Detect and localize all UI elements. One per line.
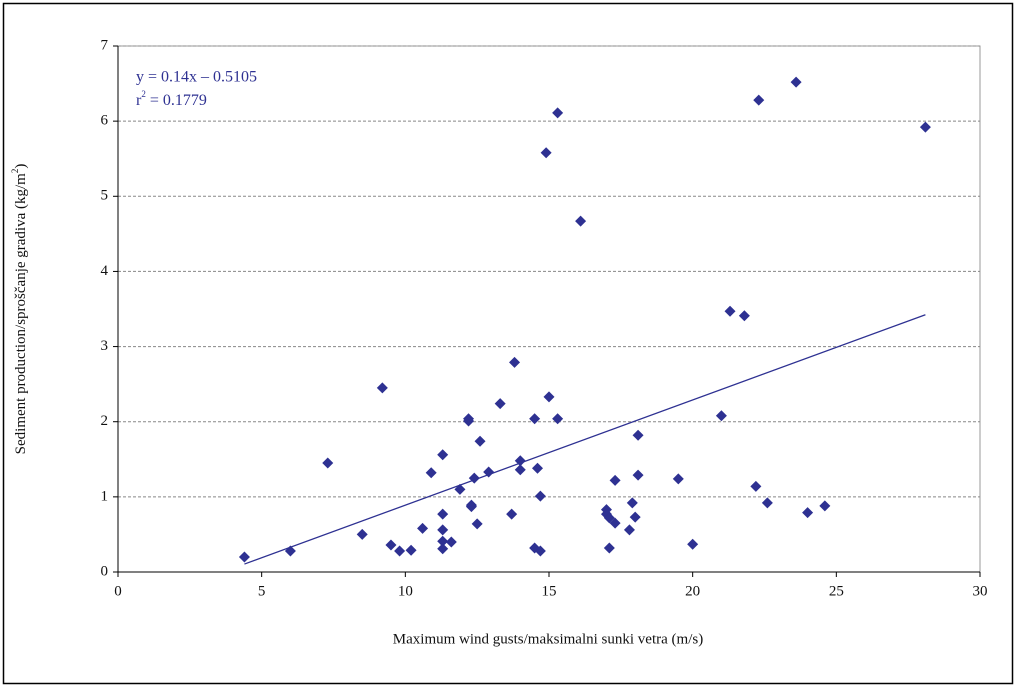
point	[790, 76, 802, 88]
y-tick-label: 5	[101, 188, 109, 204]
point	[468, 472, 480, 484]
y-tick-label: 1	[101, 488, 109, 504]
point	[405, 544, 417, 556]
point	[632, 429, 644, 441]
point	[514, 464, 526, 476]
point	[506, 508, 518, 520]
point	[534, 490, 546, 502]
point	[552, 107, 564, 119]
point	[437, 535, 449, 547]
point	[284, 545, 296, 557]
y-tick-label: 2	[101, 413, 109, 429]
y-axis-label: Sediment production/sproščanje gradiva (…	[10, 164, 29, 455]
point	[626, 497, 638, 509]
y-tick-label: 6	[101, 113, 109, 129]
point	[724, 305, 736, 317]
point	[687, 538, 699, 550]
point	[356, 528, 368, 540]
point	[471, 518, 483, 530]
point	[529, 413, 541, 425]
point	[623, 524, 635, 536]
y-tick-label: 0	[101, 563, 109, 579]
point	[385, 539, 397, 551]
point	[322, 457, 334, 469]
point	[437, 524, 449, 536]
point	[609, 474, 621, 486]
point	[802, 507, 814, 519]
point	[238, 551, 250, 563]
point	[738, 310, 750, 322]
point	[540, 147, 552, 159]
point	[715, 410, 727, 422]
point	[919, 121, 931, 133]
y-label-part: )	[13, 164, 29, 169]
x-tick-label: 15	[542, 583, 557, 599]
y-tick-label: 4	[101, 263, 109, 279]
point	[514, 455, 526, 467]
point	[552, 413, 564, 425]
point	[465, 501, 477, 513]
point	[454, 483, 466, 495]
point	[672, 473, 684, 485]
point	[534, 545, 546, 557]
point	[463, 415, 475, 427]
point	[445, 536, 457, 548]
point	[376, 382, 388, 394]
x-tick-label: 5	[258, 583, 266, 599]
r2-label: r2 = 0.1779	[136, 89, 207, 109]
point	[543, 391, 555, 403]
point	[532, 462, 544, 474]
point	[761, 497, 773, 509]
point	[819, 500, 831, 512]
point	[474, 435, 486, 447]
equation: y = 0.14x – 0.5105	[136, 69, 257, 86]
point	[483, 466, 495, 478]
point	[437, 449, 449, 461]
r2-part: r	[136, 92, 142, 109]
point	[509, 356, 521, 368]
x-tick-label: 20	[685, 583, 700, 599]
x-tick-label: 30	[973, 583, 988, 599]
point	[603, 512, 615, 524]
r2-sup: 2	[141, 89, 146, 99]
point	[394, 545, 406, 557]
x-tick-label: 10	[398, 583, 413, 599]
x-tick-label: 25	[829, 583, 844, 599]
point	[494, 398, 506, 410]
point	[753, 94, 765, 106]
point	[609, 517, 621, 529]
point	[632, 469, 644, 481]
x-axis-label: Maximum wind gusts/maksimalni sunki vetr…	[393, 631, 703, 647]
y-label-sup: 2	[10, 169, 20, 174]
point	[629, 511, 641, 523]
point	[417, 522, 429, 534]
point	[603, 542, 615, 554]
point	[437, 543, 449, 555]
point	[437, 508, 449, 520]
y-tick-label: 3	[101, 338, 109, 354]
trendline	[244, 314, 926, 565]
r2-part: = 0.1779	[146, 92, 207, 109]
point	[750, 480, 762, 492]
y-label-part: Sediment production/sproščanje gradiva (…	[13, 173, 29, 455]
point	[575, 215, 587, 227]
y-tick-label: 7	[101, 37, 109, 53]
x-tick-label: 0	[114, 583, 122, 599]
point	[425, 467, 437, 479]
